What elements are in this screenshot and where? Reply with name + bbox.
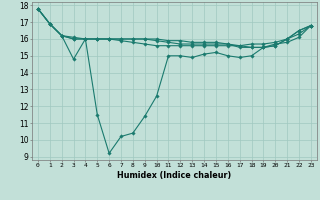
X-axis label: Humidex (Indice chaleur): Humidex (Indice chaleur) [117, 171, 232, 180]
